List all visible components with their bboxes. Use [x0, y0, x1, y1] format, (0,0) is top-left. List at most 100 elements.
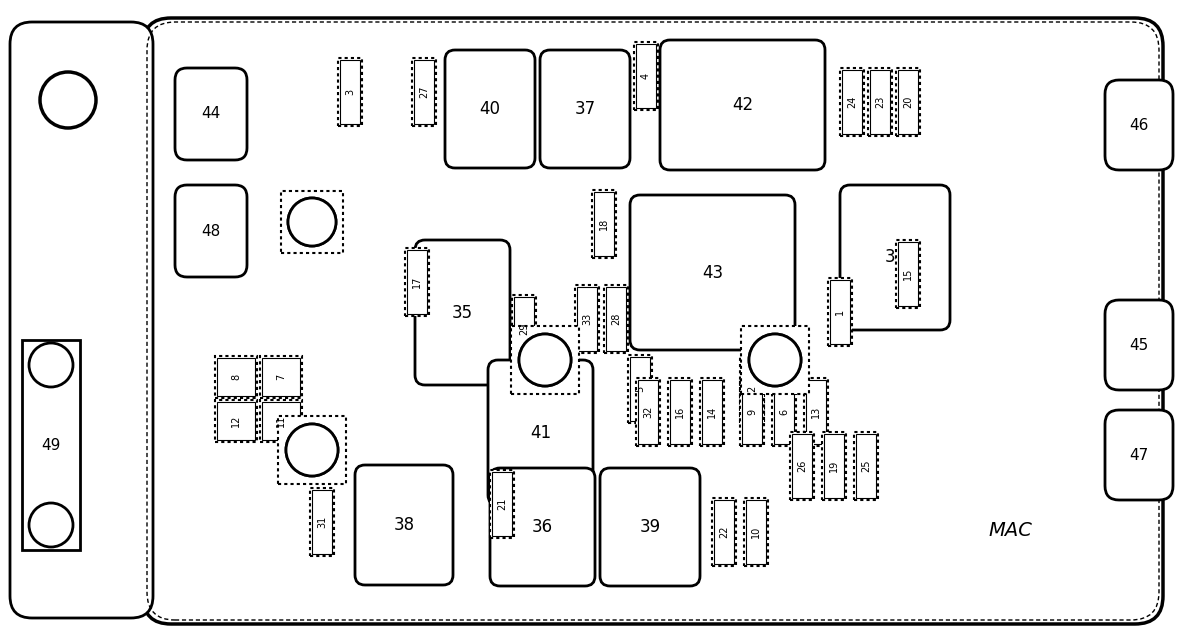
Bar: [575, 285, 599, 353]
Circle shape: [29, 343, 73, 387]
Bar: [744, 498, 768, 566]
Text: 41: 41: [530, 424, 551, 442]
Bar: [281, 191, 344, 253]
Text: 27: 27: [419, 86, 429, 99]
Text: 48: 48: [201, 223, 221, 239]
FancyBboxPatch shape: [1105, 300, 1174, 390]
Bar: [278, 416, 346, 484]
Bar: [638, 380, 658, 444]
FancyBboxPatch shape: [175, 68, 247, 160]
Text: 32: 32: [643, 406, 653, 418]
Bar: [702, 380, 722, 444]
Bar: [772, 378, 795, 446]
Text: 42: 42: [732, 96, 753, 114]
FancyBboxPatch shape: [540, 50, 630, 168]
Text: 18: 18: [599, 218, 609, 230]
Text: 33: 33: [581, 313, 592, 325]
Circle shape: [288, 198, 336, 246]
Text: 10: 10: [751, 526, 761, 538]
Text: 39: 39: [640, 518, 661, 536]
Bar: [842, 70, 862, 134]
Text: 25: 25: [861, 460, 872, 472]
Bar: [822, 432, 847, 500]
Bar: [23, 340, 80, 550]
FancyBboxPatch shape: [143, 18, 1163, 624]
Bar: [414, 60, 434, 124]
Bar: [577, 287, 597, 351]
Bar: [636, 378, 660, 446]
Text: 9: 9: [747, 409, 757, 415]
FancyBboxPatch shape: [175, 185, 247, 277]
Bar: [338, 58, 361, 126]
Text: 13: 13: [811, 406, 820, 418]
Circle shape: [749, 334, 801, 386]
Bar: [260, 356, 302, 398]
Bar: [492, 472, 512, 536]
Bar: [606, 287, 625, 351]
Text: 44: 44: [201, 106, 221, 122]
Bar: [789, 432, 814, 500]
Text: 7: 7: [276, 374, 287, 380]
Circle shape: [520, 334, 571, 386]
Text: 26: 26: [797, 460, 807, 472]
Bar: [740, 378, 765, 446]
Text: 6: 6: [779, 409, 789, 415]
Text: 31: 31: [317, 516, 327, 528]
Text: MAC: MAC: [988, 520, 1032, 540]
Bar: [868, 68, 892, 136]
FancyBboxPatch shape: [10, 22, 153, 618]
Bar: [512, 295, 536, 363]
Bar: [792, 434, 812, 498]
Bar: [870, 70, 891, 134]
Bar: [854, 432, 877, 500]
Text: 46: 46: [1130, 118, 1149, 132]
Text: 3: 3: [345, 89, 356, 95]
Bar: [806, 380, 826, 444]
FancyBboxPatch shape: [487, 360, 593, 505]
Bar: [746, 500, 766, 564]
Bar: [828, 278, 853, 346]
Bar: [490, 470, 514, 538]
Bar: [514, 297, 534, 361]
Text: 21: 21: [497, 498, 507, 510]
Bar: [10, 230, 78, 440]
Bar: [740, 355, 765, 423]
Text: 29: 29: [520, 323, 529, 335]
Text: 47: 47: [1130, 447, 1149, 463]
Bar: [804, 378, 828, 446]
FancyBboxPatch shape: [445, 50, 535, 168]
Bar: [669, 380, 690, 444]
Text: 17: 17: [413, 276, 422, 288]
Bar: [260, 400, 302, 442]
Bar: [413, 58, 436, 126]
FancyBboxPatch shape: [600, 468, 700, 586]
Circle shape: [749, 334, 801, 386]
FancyBboxPatch shape: [1105, 80, 1174, 170]
FancyBboxPatch shape: [630, 195, 795, 350]
Bar: [634, 42, 658, 110]
Circle shape: [287, 424, 338, 476]
Bar: [774, 380, 794, 444]
Bar: [262, 358, 300, 396]
Text: 23: 23: [875, 96, 885, 108]
Bar: [405, 248, 429, 316]
Bar: [218, 358, 254, 396]
Text: 38: 38: [394, 516, 415, 534]
Circle shape: [287, 424, 338, 476]
Text: 37: 37: [574, 100, 596, 118]
Bar: [712, 498, 736, 566]
FancyBboxPatch shape: [839, 185, 950, 330]
Text: 5: 5: [635, 386, 644, 392]
Text: 28: 28: [611, 313, 621, 325]
Text: 19: 19: [829, 460, 839, 472]
FancyBboxPatch shape: [490, 468, 594, 586]
Text: 49: 49: [42, 438, 61, 452]
Text: 2: 2: [747, 386, 757, 392]
Bar: [215, 400, 257, 442]
Text: 1: 1: [835, 309, 845, 315]
Bar: [628, 355, 652, 423]
Bar: [898, 242, 918, 306]
Circle shape: [29, 503, 73, 547]
Text: 22: 22: [719, 525, 729, 538]
Text: 20: 20: [902, 96, 913, 108]
